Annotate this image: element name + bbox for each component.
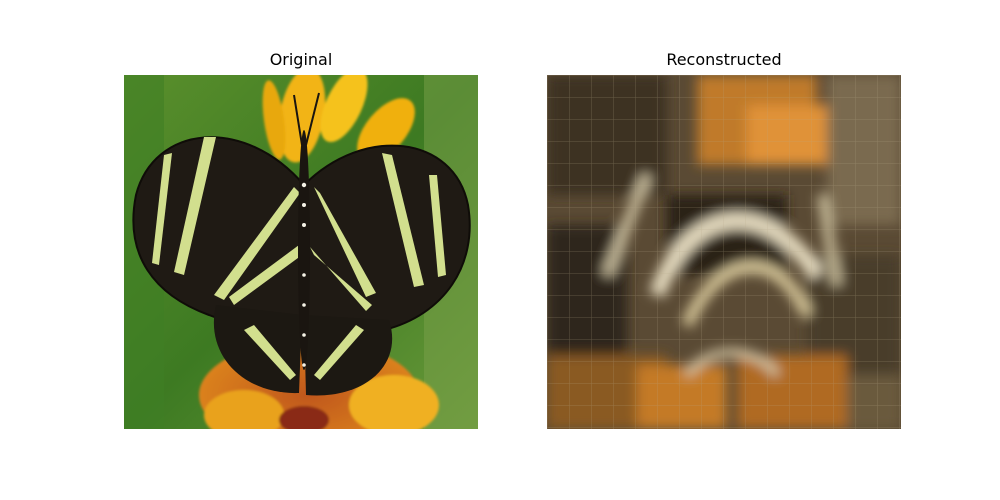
reconstructed-panel: Reconstructed xyxy=(547,0,901,500)
original-title: Original xyxy=(269,50,333,69)
original-image xyxy=(124,75,478,429)
original-panel: Original xyxy=(124,0,478,500)
reconstructed-image xyxy=(547,75,901,429)
reconstructed-title: Reconstructed xyxy=(666,50,782,69)
